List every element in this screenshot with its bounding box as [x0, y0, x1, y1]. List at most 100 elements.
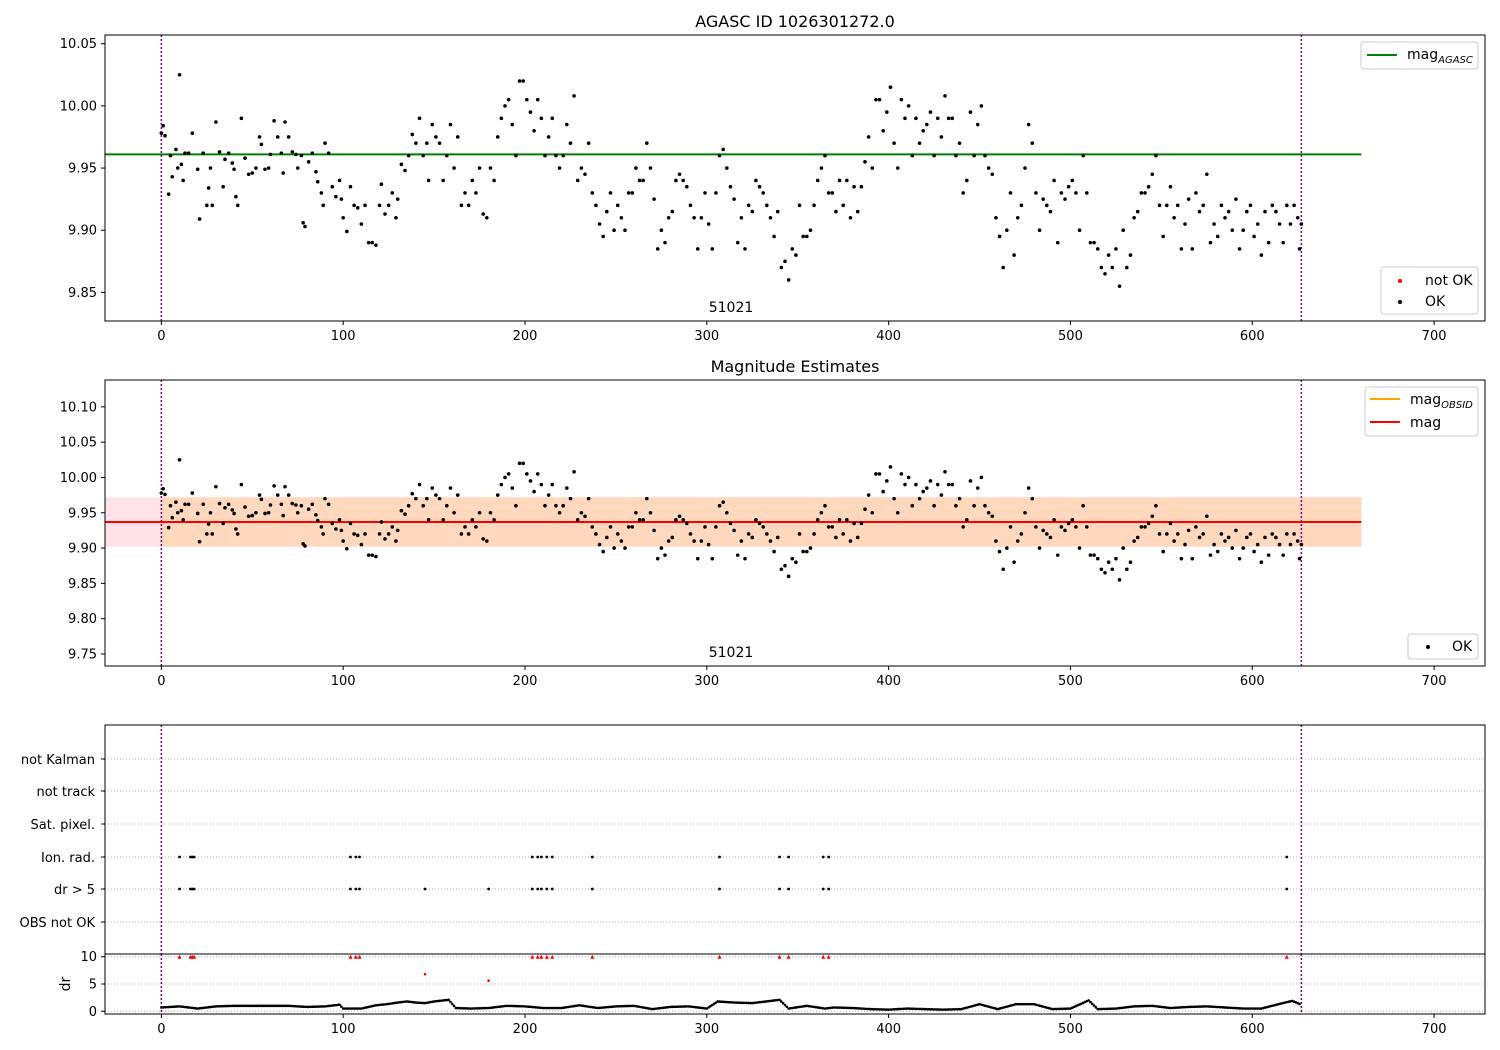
- ok-point: [330, 184, 335, 189]
- ok-point: [1081, 153, 1085, 158]
- dr-point: [672, 1005, 676, 1009]
- ok-point: [243, 156, 247, 160]
- x-tick-label: 400: [876, 1022, 901, 1037]
- dr-outlier-marker: [821, 954, 826, 959]
- ok-point: [830, 525, 835, 529]
- ok-point: [430, 486, 435, 490]
- ok-point: [230, 161, 235, 165]
- dr-point: [509, 1004, 512, 1008]
- ok-point: [1077, 546, 1082, 550]
- ok-point: [874, 97, 878, 102]
- ok-point: [590, 525, 595, 529]
- dr-point: [925, 1007, 929, 1011]
- dr-point: [452, 1004, 456, 1008]
- y-tick-label: 9.75: [68, 647, 97, 662]
- y-tick-label: 9.85: [68, 577, 97, 592]
- dr-point: [474, 1007, 478, 1010]
- dr-point: [358, 1007, 361, 1010]
- dr-point: [234, 1004, 238, 1008]
- ok-point: [957, 141, 962, 145]
- ok-point: [663, 240, 667, 245]
- dr-point: [1112, 1007, 1116, 1010]
- dr-point: [785, 1005, 789, 1009]
- dr-point: [518, 1004, 521, 1008]
- ok-point: [630, 191, 635, 195]
- ok-point: [681, 518, 685, 522]
- ok-point: [239, 482, 244, 487]
- dr-point: [465, 1007, 469, 1010]
- ok-point: [863, 160, 867, 164]
- ok-point: [394, 215, 398, 220]
- dr-point: [1101, 1007, 1105, 1011]
- ok-point: [1008, 191, 1013, 195]
- ok-point: [161, 486, 165, 491]
- dr-point: [940, 1008, 943, 1011]
- ok-point: [561, 153, 565, 158]
- ok-point: [205, 532, 209, 536]
- ok-point: [692, 539, 696, 543]
- dr-outlier-marker: [177, 954, 182, 959]
- ok-point: [735, 553, 740, 557]
- dr-point: [225, 1004, 229, 1008]
- dr-outlier-marker: [353, 954, 358, 959]
- ok-point: [503, 104, 507, 108]
- dr-point: [1100, 1007, 1103, 1011]
- ok-point: [221, 521, 225, 526]
- ok-point: [286, 493, 291, 497]
- dr-point: [781, 1002, 785, 1005]
- dr-point: [472, 1007, 476, 1010]
- ok-point: [539, 116, 544, 121]
- ok-point: [1139, 191, 1144, 195]
- ok-point: [1161, 234, 1165, 239]
- ok-point: [1092, 240, 1096, 245]
- dr-point: [954, 1007, 958, 1011]
- dr-point: [1052, 1007, 1056, 1011]
- ok-point: [1205, 172, 1209, 177]
- legend-not-ok-label: not OK: [1425, 273, 1473, 289]
- ok-point: [310, 151, 315, 155]
- ok-point: [994, 539, 998, 543]
- y-tick-label: 9.90: [68, 224, 97, 239]
- dr-point: [218, 1004, 221, 1008]
- ok-point: [910, 153, 915, 158]
- dr-point: [1249, 1007, 1252, 1010]
- ok-point: [406, 503, 411, 508]
- ok-point: [612, 546, 616, 550]
- ok-point: [772, 234, 776, 239]
- ok-point: [550, 116, 555, 121]
- ok-point: [186, 502, 191, 507]
- dr-gt-5-flag-point: [545, 887, 549, 891]
- ok-point: [1005, 228, 1009, 233]
- ok-point: [257, 493, 262, 497]
- ion-rad-flag-point: [178, 855, 181, 859]
- ok-point: [414, 141, 418, 145]
- dr-outlier-point: [487, 979, 490, 983]
- ok-point: [750, 535, 755, 540]
- dr-outlier-marker: [717, 954, 722, 959]
- ok-point: [877, 472, 882, 476]
- ok-point: [655, 247, 660, 251]
- ok-point: [268, 503, 273, 507]
- ok-point: [1297, 247, 1302, 251]
- x-tick-label: 600: [1240, 674, 1265, 689]
- ok-point: [170, 515, 175, 520]
- ok-point: [968, 110, 973, 114]
- dr-point: [267, 1004, 270, 1008]
- ok-point: [543, 503, 547, 508]
- ok-point: [783, 563, 787, 568]
- ok-point: [670, 535, 675, 540]
- ok-point: [474, 191, 478, 195]
- dr-point: [558, 1006, 561, 1010]
- flag-row-label: not track: [36, 785, 95, 800]
- dr-point: [1027, 1002, 1030, 1006]
- dr-gt-5-flag-point: [349, 887, 352, 891]
- dr-point: [1254, 1007, 1258, 1010]
- dr-point: [1107, 1007, 1110, 1011]
- dr-axes-frame: [104, 953, 1486, 1015]
- ok-point: [235, 203, 240, 208]
- ion-rad-flag-point: [354, 855, 358, 859]
- dr-point: [480, 1006, 483, 1010]
- ok-point: [466, 203, 471, 208]
- ok-point: [426, 518, 431, 522]
- ok-point: [1106, 560, 1111, 564]
